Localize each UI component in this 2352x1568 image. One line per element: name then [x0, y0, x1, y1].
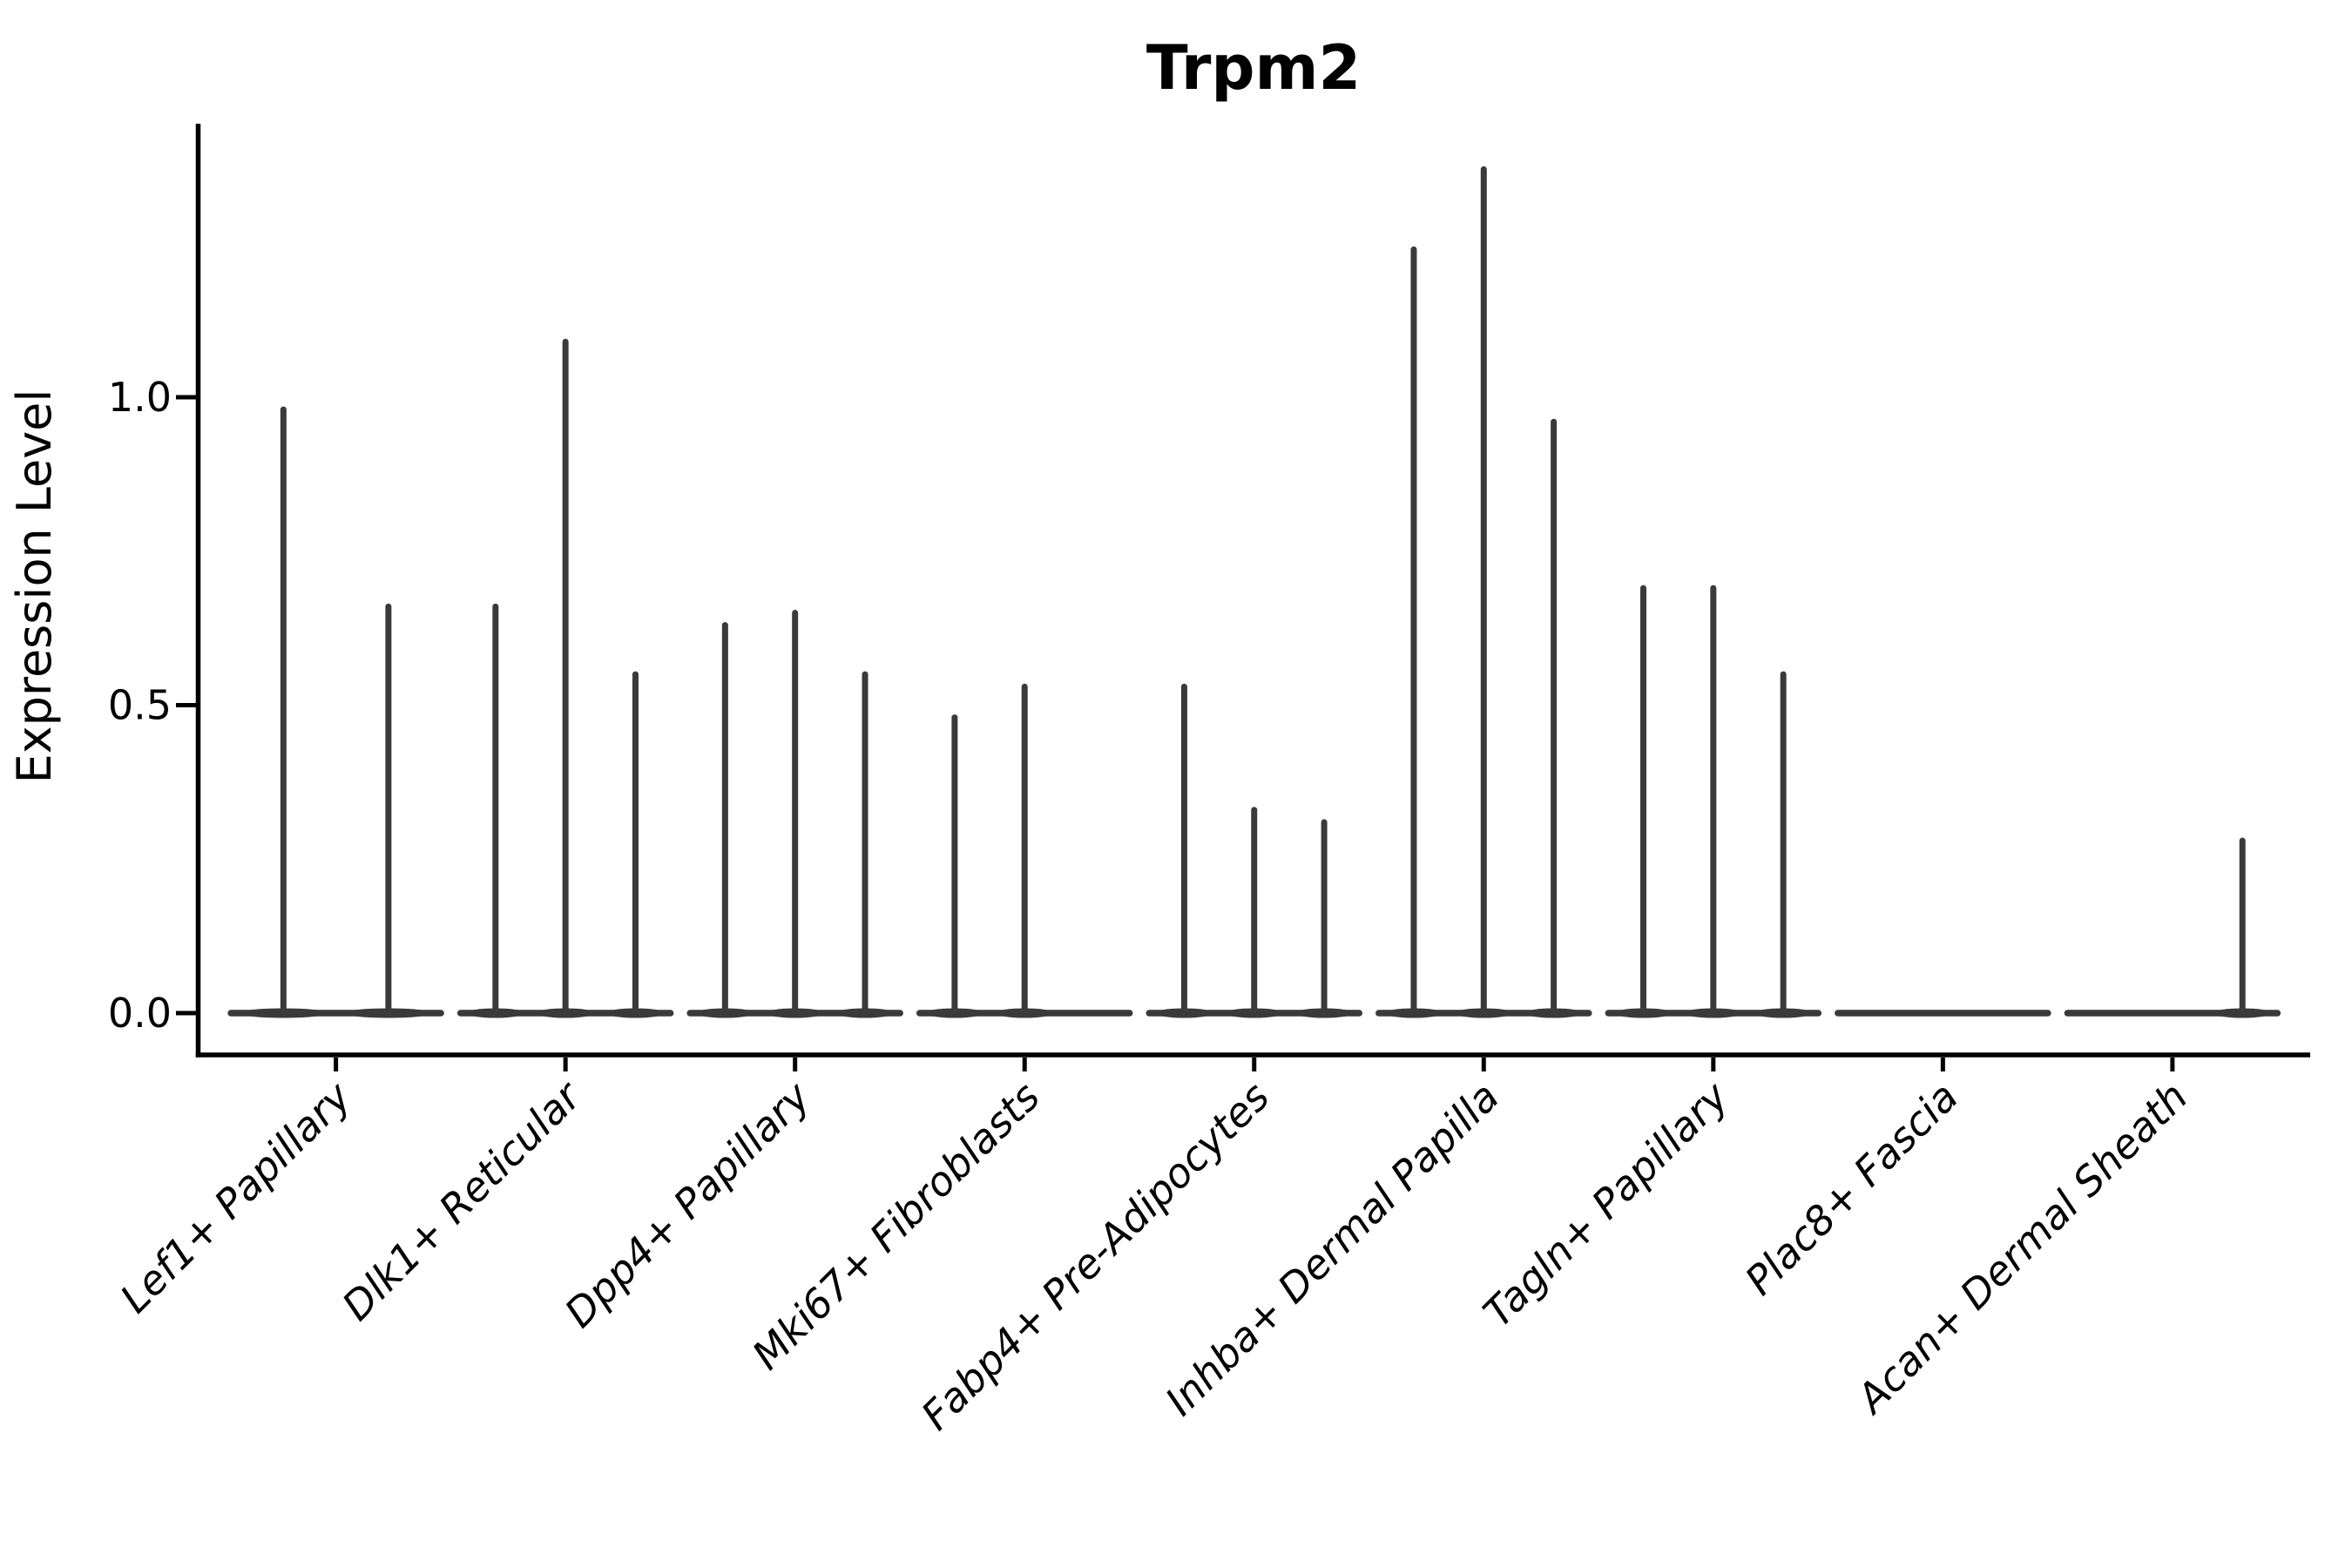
- x-tick-label: Lef1+ Papillary: [111, 1072, 360, 1321]
- x-tick-label: Tagln+ Papillary: [1474, 1072, 1738, 1336]
- y-tick-label: 0.5: [108, 682, 172, 729]
- x-tick-label: Dpp4+ Papillary: [556, 1072, 820, 1336]
- y-tick-label: 0.0: [108, 990, 172, 1037]
- chart-title: Trpm2: [1146, 32, 1361, 104]
- y-axis-label: Expression Level: [7, 389, 62, 784]
- x-tick-label: Dlk1+ Reticular: [333, 1071, 591, 1329]
- x-tick-label: Plac8+ Fascia: [1736, 1073, 1967, 1304]
- y-tick-label: 1.0: [108, 374, 172, 421]
